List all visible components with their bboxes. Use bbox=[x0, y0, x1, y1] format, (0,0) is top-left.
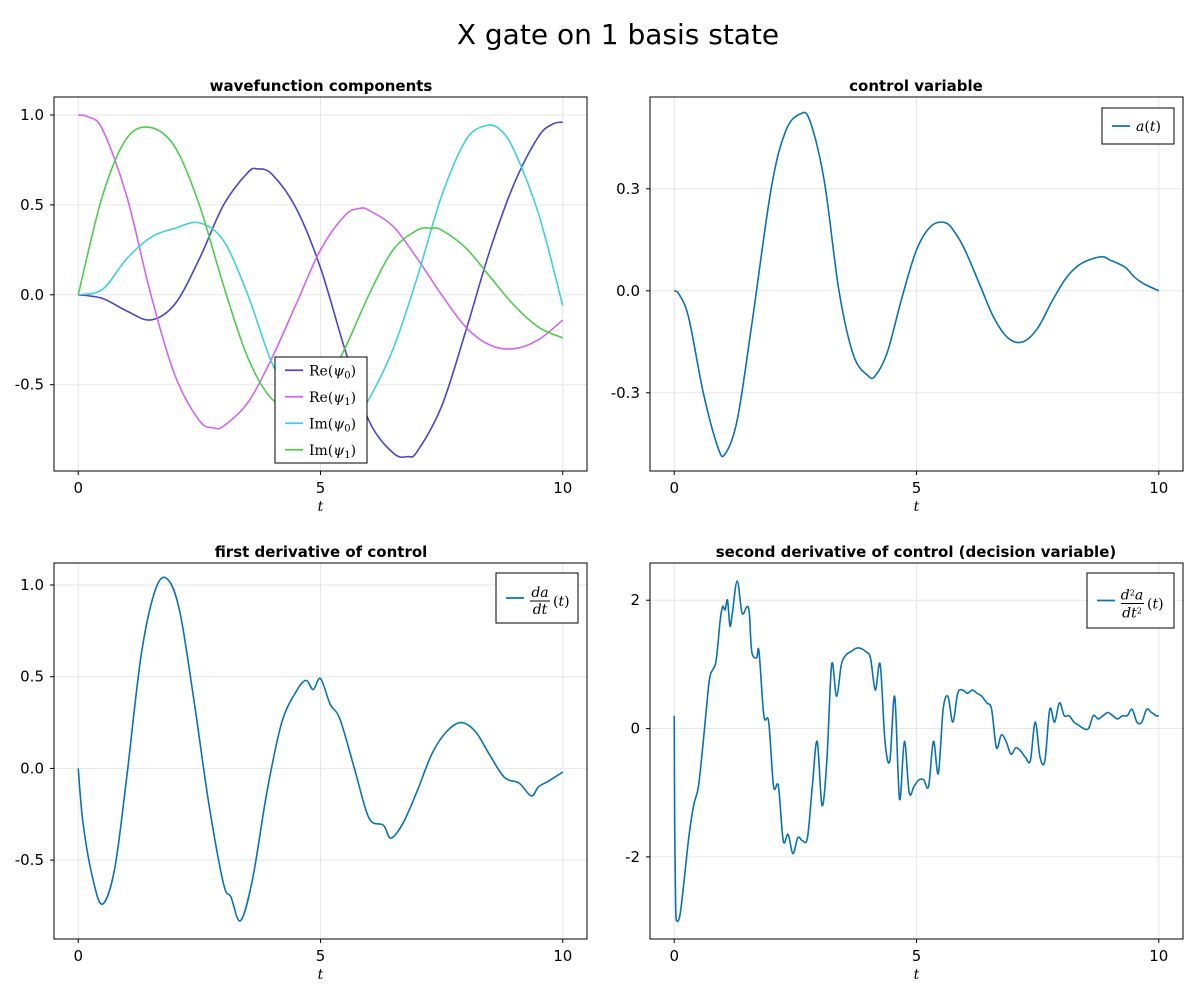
y-tick-label: -2 bbox=[625, 848, 640, 866]
legend-label: da bbox=[531, 585, 548, 601]
x-axis-label: t bbox=[914, 499, 920, 515]
x-tick-label: 10 bbox=[1149, 947, 1168, 965]
legend: a(t) bbox=[1101, 107, 1175, 145]
y-tick-label: 1.0 bbox=[20, 106, 44, 124]
x-axis-label: t bbox=[914, 967, 920, 983]
legend-label: a(t) bbox=[1136, 119, 1161, 135]
x-tick-label: 10 bbox=[1149, 479, 1168, 497]
x-tick-label: 0 bbox=[669, 479, 679, 497]
y-tick-label: -0.5 bbox=[15, 376, 44, 394]
legend: d2a dt2 (t) bbox=[1086, 572, 1175, 629]
series-line-0 bbox=[77, 576, 564, 922]
panel-title: control variable bbox=[849, 77, 983, 95]
series-line-1 bbox=[78, 114, 564, 430]
y-tick-label: -0.5 bbox=[15, 851, 44, 869]
y-tick-label: 0.5 bbox=[20, 196, 44, 214]
y-tick-label: 2 bbox=[630, 591, 640, 609]
y-tick-label: 1.0 bbox=[20, 576, 44, 594]
y-tick-label: 0.5 bbox=[20, 668, 44, 686]
legend-box bbox=[274, 356, 368, 464]
series-group bbox=[77, 576, 564, 922]
legend-label: Im(ψ0) bbox=[309, 416, 356, 434]
y-tick-label: 0.3 bbox=[616, 180, 640, 198]
figure-title: X gate on 1 basis state bbox=[457, 18, 779, 51]
legend-label: (t) bbox=[553, 594, 570, 610]
panel-title: wavefunction components bbox=[210, 77, 433, 95]
x-tick-label: 10 bbox=[553, 479, 572, 497]
legend: Re(ψ0) Re(ψ1) Im(ψ0) Im(ψ1) bbox=[274, 356, 368, 464]
legend-box bbox=[495, 572, 579, 624]
y-tick-label: 0.0 bbox=[616, 282, 640, 300]
grid bbox=[54, 97, 587, 471]
legend-label: Im(ψ1) bbox=[309, 443, 356, 461]
y-tick-label: 0.0 bbox=[20, 759, 44, 777]
y-tick-label: -0.3 bbox=[611, 384, 640, 402]
x-axis-label: t bbox=[318, 967, 324, 983]
x-tick-label: 10 bbox=[553, 947, 572, 965]
x-tick-label: 5 bbox=[912, 479, 922, 497]
y-tick-label: 0 bbox=[630, 720, 640, 738]
legend-label: (t) bbox=[1147, 597, 1164, 613]
legend-label: d2a bbox=[1121, 588, 1143, 604]
grid bbox=[650, 97, 1183, 471]
y-tick-label: 0.0 bbox=[20, 286, 44, 304]
legend-label: Re(ψ0) bbox=[309, 363, 356, 381]
panel-title: first derivative of control bbox=[215, 543, 428, 561]
x-tick-label: 0 bbox=[73, 479, 83, 497]
panel-control-variable: control variable 0 5 10 -0.3 0.0 0.3 t a(t) bbox=[611, 77, 1184, 515]
series-line-0 bbox=[78, 121, 563, 458]
series-group bbox=[673, 111, 1160, 458]
x-tick-label: 5 bbox=[316, 947, 326, 965]
series-line-0 bbox=[673, 580, 1159, 923]
panel-second-derivative: second derivative of control (decision v… bbox=[625, 543, 1184, 983]
x-tick-label: 5 bbox=[912, 947, 922, 965]
legend-label: Re(ψ1) bbox=[309, 390, 356, 408]
x-tick-label: 0 bbox=[73, 947, 83, 965]
x-tick-label: 0 bbox=[669, 947, 679, 965]
x-tick-label: 5 bbox=[316, 479, 326, 497]
series-line-0 bbox=[673, 111, 1160, 458]
panel-title: second derivative of control (decision v… bbox=[716, 543, 1116, 561]
x-axis-label: t bbox=[318, 499, 324, 515]
panel-wavefunction: wavefunction components 0 5 10 -0.5 0.0 0.5 1.… bbox=[15, 77, 588, 515]
panel-first-derivative: first derivative of control 0 5 10 -0.5 0.0 0… bbox=[15, 543, 588, 983]
legend-label: dt2 bbox=[1122, 606, 1142, 622]
legend-label: dt bbox=[533, 602, 548, 618]
series-group bbox=[673, 580, 1159, 923]
